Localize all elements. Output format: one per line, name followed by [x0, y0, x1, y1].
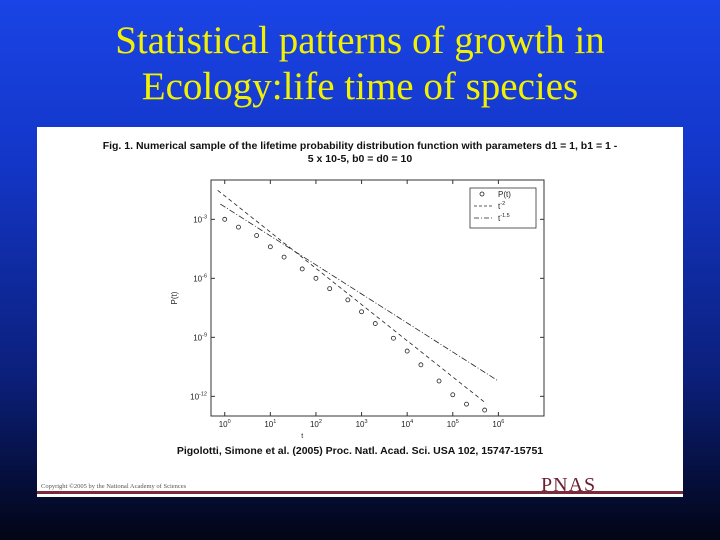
copyright-notice: Copyright ©2005 by the National Academy …	[41, 483, 187, 490]
data-point	[372, 321, 378, 326]
data-point	[391, 335, 396, 341]
data-point	[281, 254, 287, 260]
data-point	[254, 233, 260, 238]
figure-panel: Fig. 1. Numerical sample of the lifetime…	[37, 127, 683, 497]
legend-label: t-1.5	[498, 213, 510, 223]
power-law-line-t-1-5	[220, 203, 499, 382]
x-tick-label: 105	[447, 419, 459, 429]
data-point	[267, 244, 273, 250]
x-tick-label: 106	[492, 419, 504, 429]
data-point	[327, 286, 333, 292]
x-tick-label: 103	[356, 419, 368, 429]
legend-label: t-2	[498, 201, 505, 211]
data-point	[222, 216, 228, 222]
figure-caption: Fig. 1. Numerical sample of the lifetime…	[37, 140, 683, 166]
plot-frame	[210, 179, 545, 417]
figure-source: Pigolotti, Simone et al. (2005) Proc. Na…	[176, 445, 544, 457]
y-tick-label: 10-3	[193, 214, 207, 224]
data-point	[418, 362, 424, 368]
power-law-line-t-2	[217, 189, 485, 403]
data-point	[236, 224, 241, 230]
data-point	[299, 266, 305, 272]
slide-title-line1: Statistical patterns of growth in	[115, 19, 605, 62]
y-axis-label: P(t)	[170, 291, 179, 304]
legend-marker-circle	[479, 191, 485, 197]
legend-box	[469, 187, 537, 229]
data-point	[404, 348, 410, 354]
figure-caption-line1: Fig. 1. Numerical sample of the lifetime…	[102, 140, 618, 152]
data-point	[450, 392, 456, 398]
data-point	[436, 378, 442, 384]
pnas-logo: PNAS	[541, 474, 597, 496]
x-tick-label: 101	[264, 419, 276, 429]
x-axis-label: t	[301, 433, 303, 440]
data-point	[464, 401, 469, 407]
slide-title-line2: Ecology:life time of species	[141, 65, 579, 108]
bottom-rule	[37, 491, 683, 494]
y-tick-label: 10-6	[193, 273, 207, 283]
lifetime-distribution-chart: 100 101 102 103 104 105 106 10-3 10-6 10-9 10-12 t P…	[170, 179, 545, 440]
x-tick-label: 104	[401, 419, 413, 429]
y-tick-label: 10-9	[193, 332, 207, 342]
y-tick-label: 10-12	[190, 391, 207, 401]
legend-label: P(t)	[498, 190, 511, 199]
data-point	[359, 309, 364, 315]
x-tick-label: 100	[219, 419, 231, 429]
data-point	[313, 275, 319, 281]
x-tick-label: 102	[310, 419, 322, 429]
slide-title: Statistical patterns of growth in Ecolog…	[0, 18, 720, 110]
figure-caption-line2: 5 x 10-5, b0 = d0 = 10	[307, 153, 413, 165]
data-point	[482, 407, 488, 413]
data-point	[345, 297, 351, 303]
